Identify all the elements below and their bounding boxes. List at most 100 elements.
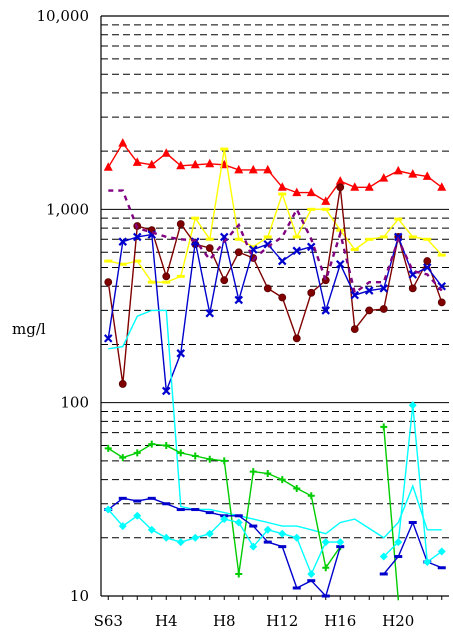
circle-marker bbox=[350, 325, 359, 334]
series-line bbox=[383, 426, 399, 601]
triangle-marker bbox=[292, 187, 302, 197]
diamond-marker bbox=[336, 538, 345, 547]
series-line bbox=[108, 189, 443, 295]
plus-marker bbox=[249, 468, 257, 476]
plus-marker bbox=[177, 449, 185, 457]
series-4 bbox=[103, 230, 447, 396]
y-tick-label: 100 bbox=[60, 394, 89, 412]
x-tick-label: H8 bbox=[213, 612, 236, 630]
triangle-marker bbox=[205, 158, 215, 168]
dash-marker bbox=[292, 235, 301, 239]
dash-marker bbox=[423, 237, 432, 241]
triangle-marker bbox=[118, 138, 128, 147]
series-8 bbox=[380, 423, 399, 601]
x-marker bbox=[161, 386, 171, 396]
diamond-marker bbox=[423, 557, 432, 566]
triangle-marker bbox=[364, 182, 374, 191]
x-marker bbox=[321, 306, 331, 315]
series-6 bbox=[108, 309, 442, 539]
x-marker bbox=[335, 259, 345, 269]
diamond-marker bbox=[118, 522, 127, 531]
circle-marker bbox=[336, 183, 345, 192]
dash-marker bbox=[205, 511, 214, 515]
y-tick-label: 10,000 bbox=[37, 7, 90, 25]
x-marker bbox=[277, 256, 287, 266]
triangle-marker bbox=[248, 164, 258, 174]
diamond-marker bbox=[176, 538, 185, 547]
triangle-marker bbox=[306, 187, 316, 197]
series-2 bbox=[104, 147, 446, 284]
dash-marker bbox=[379, 235, 388, 239]
x-marker bbox=[118, 237, 128, 246]
dash-marker bbox=[437, 253, 446, 257]
plus-marker bbox=[264, 470, 272, 478]
circle-marker bbox=[205, 244, 214, 253]
dash-marker bbox=[263, 235, 272, 239]
diamond-marker bbox=[307, 569, 316, 578]
dash-marker bbox=[162, 280, 171, 284]
series-12 bbox=[379, 401, 446, 566]
diamond-marker bbox=[205, 529, 214, 538]
circle-marker bbox=[234, 248, 243, 257]
dash-marker bbox=[350, 247, 359, 251]
diamond-marker bbox=[104, 505, 113, 514]
circle-marker bbox=[220, 276, 229, 285]
tick-labels: 10 100 1,000 10,000 S63 H4 H8 H12 H16 H20 bbox=[37, 7, 415, 630]
circle-marker bbox=[292, 334, 301, 343]
triangle-marker bbox=[335, 176, 345, 185]
dash-marker bbox=[394, 555, 403, 559]
circle-marker bbox=[365, 306, 374, 315]
x-marker bbox=[234, 295, 244, 305]
diamond-marker bbox=[408, 401, 417, 410]
circle-marker bbox=[278, 293, 287, 302]
dash-marker bbox=[379, 572, 388, 576]
triangle-marker bbox=[321, 196, 331, 205]
triangle-marker bbox=[350, 182, 360, 191]
diamond-marker bbox=[292, 533, 301, 542]
diamond-marker bbox=[249, 542, 258, 551]
diamond-marker bbox=[162, 533, 171, 542]
diamond-marker bbox=[437, 547, 446, 556]
diamond-marker bbox=[220, 515, 229, 524]
dash-marker bbox=[307, 207, 316, 211]
dash-marker bbox=[118, 262, 127, 266]
x-marker bbox=[132, 232, 142, 242]
triangle-marker bbox=[234, 164, 244, 174]
circle-marker bbox=[437, 298, 446, 307]
plus-marker bbox=[206, 455, 214, 463]
dash-marker bbox=[234, 514, 243, 518]
x-marker bbox=[364, 286, 374, 295]
series-line bbox=[107, 187, 443, 384]
series-11 bbox=[104, 505, 345, 578]
dash-marker bbox=[220, 147, 229, 151]
circle-marker bbox=[379, 305, 388, 313]
x-marker bbox=[350, 290, 360, 300]
diamond-marker bbox=[263, 525, 272, 534]
gridlines bbox=[101, 24, 449, 539]
dash-marker bbox=[278, 545, 287, 549]
triangle-marker bbox=[379, 173, 389, 182]
y-tick-label: 1,000 bbox=[46, 200, 89, 218]
triangle-marker bbox=[161, 148, 171, 157]
plus-marker bbox=[162, 442, 170, 450]
plus-marker bbox=[307, 492, 315, 500]
dash-marker bbox=[162, 502, 171, 506]
plus-marker bbox=[133, 449, 141, 457]
plus-marker bbox=[322, 564, 330, 572]
dash-marker bbox=[133, 259, 142, 263]
x-marker bbox=[103, 334, 113, 343]
y-axis-label: mg/l bbox=[12, 320, 46, 338]
triangle-marker bbox=[132, 157, 142, 166]
circle-marker bbox=[423, 257, 432, 265]
series-line bbox=[107, 141, 443, 203]
dash-marker bbox=[249, 245, 258, 249]
dash-marker bbox=[321, 594, 330, 598]
diamond-marker bbox=[278, 529, 287, 538]
dash-marker bbox=[394, 217, 403, 221]
plus-marker bbox=[380, 423, 388, 431]
circle-marker bbox=[162, 272, 171, 281]
x-marker bbox=[176, 349, 186, 358]
dash-marker bbox=[365, 237, 374, 241]
plus-marker bbox=[235, 570, 243, 578]
plus-marker bbox=[278, 476, 286, 484]
